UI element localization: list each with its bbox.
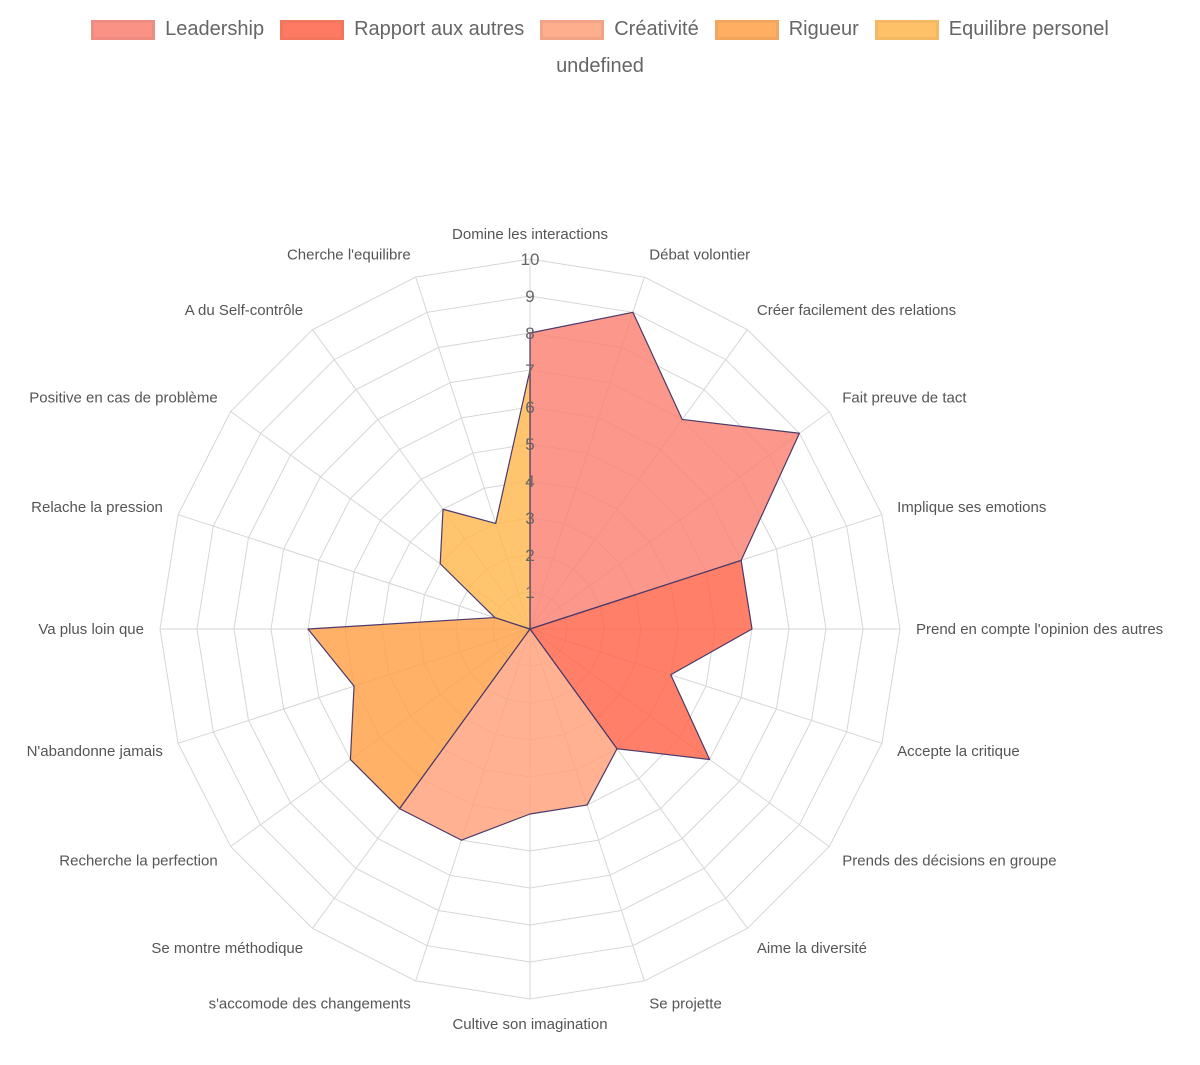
legend-item[interactable]: Leadership xyxy=(91,18,264,41)
tick-label: 8 xyxy=(525,324,534,343)
axis-label: Aime la diversité xyxy=(757,940,867,957)
series-area xyxy=(529,311,801,630)
legend-swatch xyxy=(714,19,779,40)
axis-label: N'abandonne jamais xyxy=(27,743,163,760)
legend-swatch xyxy=(540,19,605,40)
legend-extra-label: undefined xyxy=(556,55,644,77)
legend-swatch xyxy=(874,19,939,40)
axis-labels: Domine les interactions Débat volontier Cr… xyxy=(27,226,1164,1033)
axis-label: Cultive son imagination xyxy=(452,1016,607,1033)
axis-label: A du Self-contrôle xyxy=(185,302,303,319)
tick-label: 10 xyxy=(521,250,540,269)
legend-label: Equilibre personel xyxy=(948,18,1109,40)
axis-label: Accepte la critique xyxy=(897,743,1020,760)
axis-label: Implique ses emotions xyxy=(897,499,1046,516)
legend-swatch xyxy=(280,19,345,40)
legend-item[interactable]: Equilibre personel xyxy=(874,18,1109,41)
legend: Leadership Rapport aux autres Créativité Ri… xyxy=(0,18,1200,78)
axis-label: Relache la pression xyxy=(31,499,163,516)
tick-label: 5 xyxy=(525,435,534,454)
axis-label: Fait preuve de tact xyxy=(842,389,967,406)
axis-label: Va plus loin que xyxy=(38,621,144,638)
axis-label: Débat volontier xyxy=(649,246,750,263)
legend-item[interactable]: Créativité xyxy=(540,18,699,41)
axis-label: s'accomode des changements xyxy=(209,996,411,1013)
grid-spoke xyxy=(177,514,531,630)
axis-label: Recherche la perfection xyxy=(59,853,217,870)
series-area xyxy=(439,369,531,630)
tick-label: 4 xyxy=(525,472,534,491)
tick-label: 9 xyxy=(525,287,534,306)
tick-label: 1 xyxy=(525,583,534,602)
series-group xyxy=(307,311,801,841)
tick-label: 6 xyxy=(525,398,534,417)
axis-label: Positive en cas de problème xyxy=(29,389,217,406)
axis-label: Prend en compte l'opinion des autres xyxy=(916,621,1163,638)
legend-item[interactable]: Rapport aux autres xyxy=(280,18,524,41)
legend-label: Rigueur xyxy=(788,18,859,40)
legend-items: Leadership Rapport aux autres Créativité Ri… xyxy=(0,18,1200,41)
tick-label: 2 xyxy=(525,546,534,565)
legend-label: Rapport aux autres xyxy=(354,18,525,40)
axis-label: Domine les interactions xyxy=(452,226,608,243)
tick-label: 7 xyxy=(525,361,534,380)
axis-label: Se projette xyxy=(649,996,722,1013)
tick-label: 3 xyxy=(525,509,534,528)
axis-label: Prends des décisions en groupe xyxy=(842,853,1056,870)
legend-item[interactable]: Rigueur xyxy=(714,18,859,41)
tick-labels: 1 2 3 4 5 6 7 8 9 10 xyxy=(521,250,540,602)
axis-label: Créer facilement des relations xyxy=(757,302,956,319)
axis-label: Cherche l'equilibre xyxy=(287,246,411,263)
legend-label: Créativité xyxy=(614,18,699,40)
legend-swatch xyxy=(91,19,156,40)
legend-label: Leadership xyxy=(165,18,265,40)
axis-label: Se montre méthodique xyxy=(151,940,303,957)
